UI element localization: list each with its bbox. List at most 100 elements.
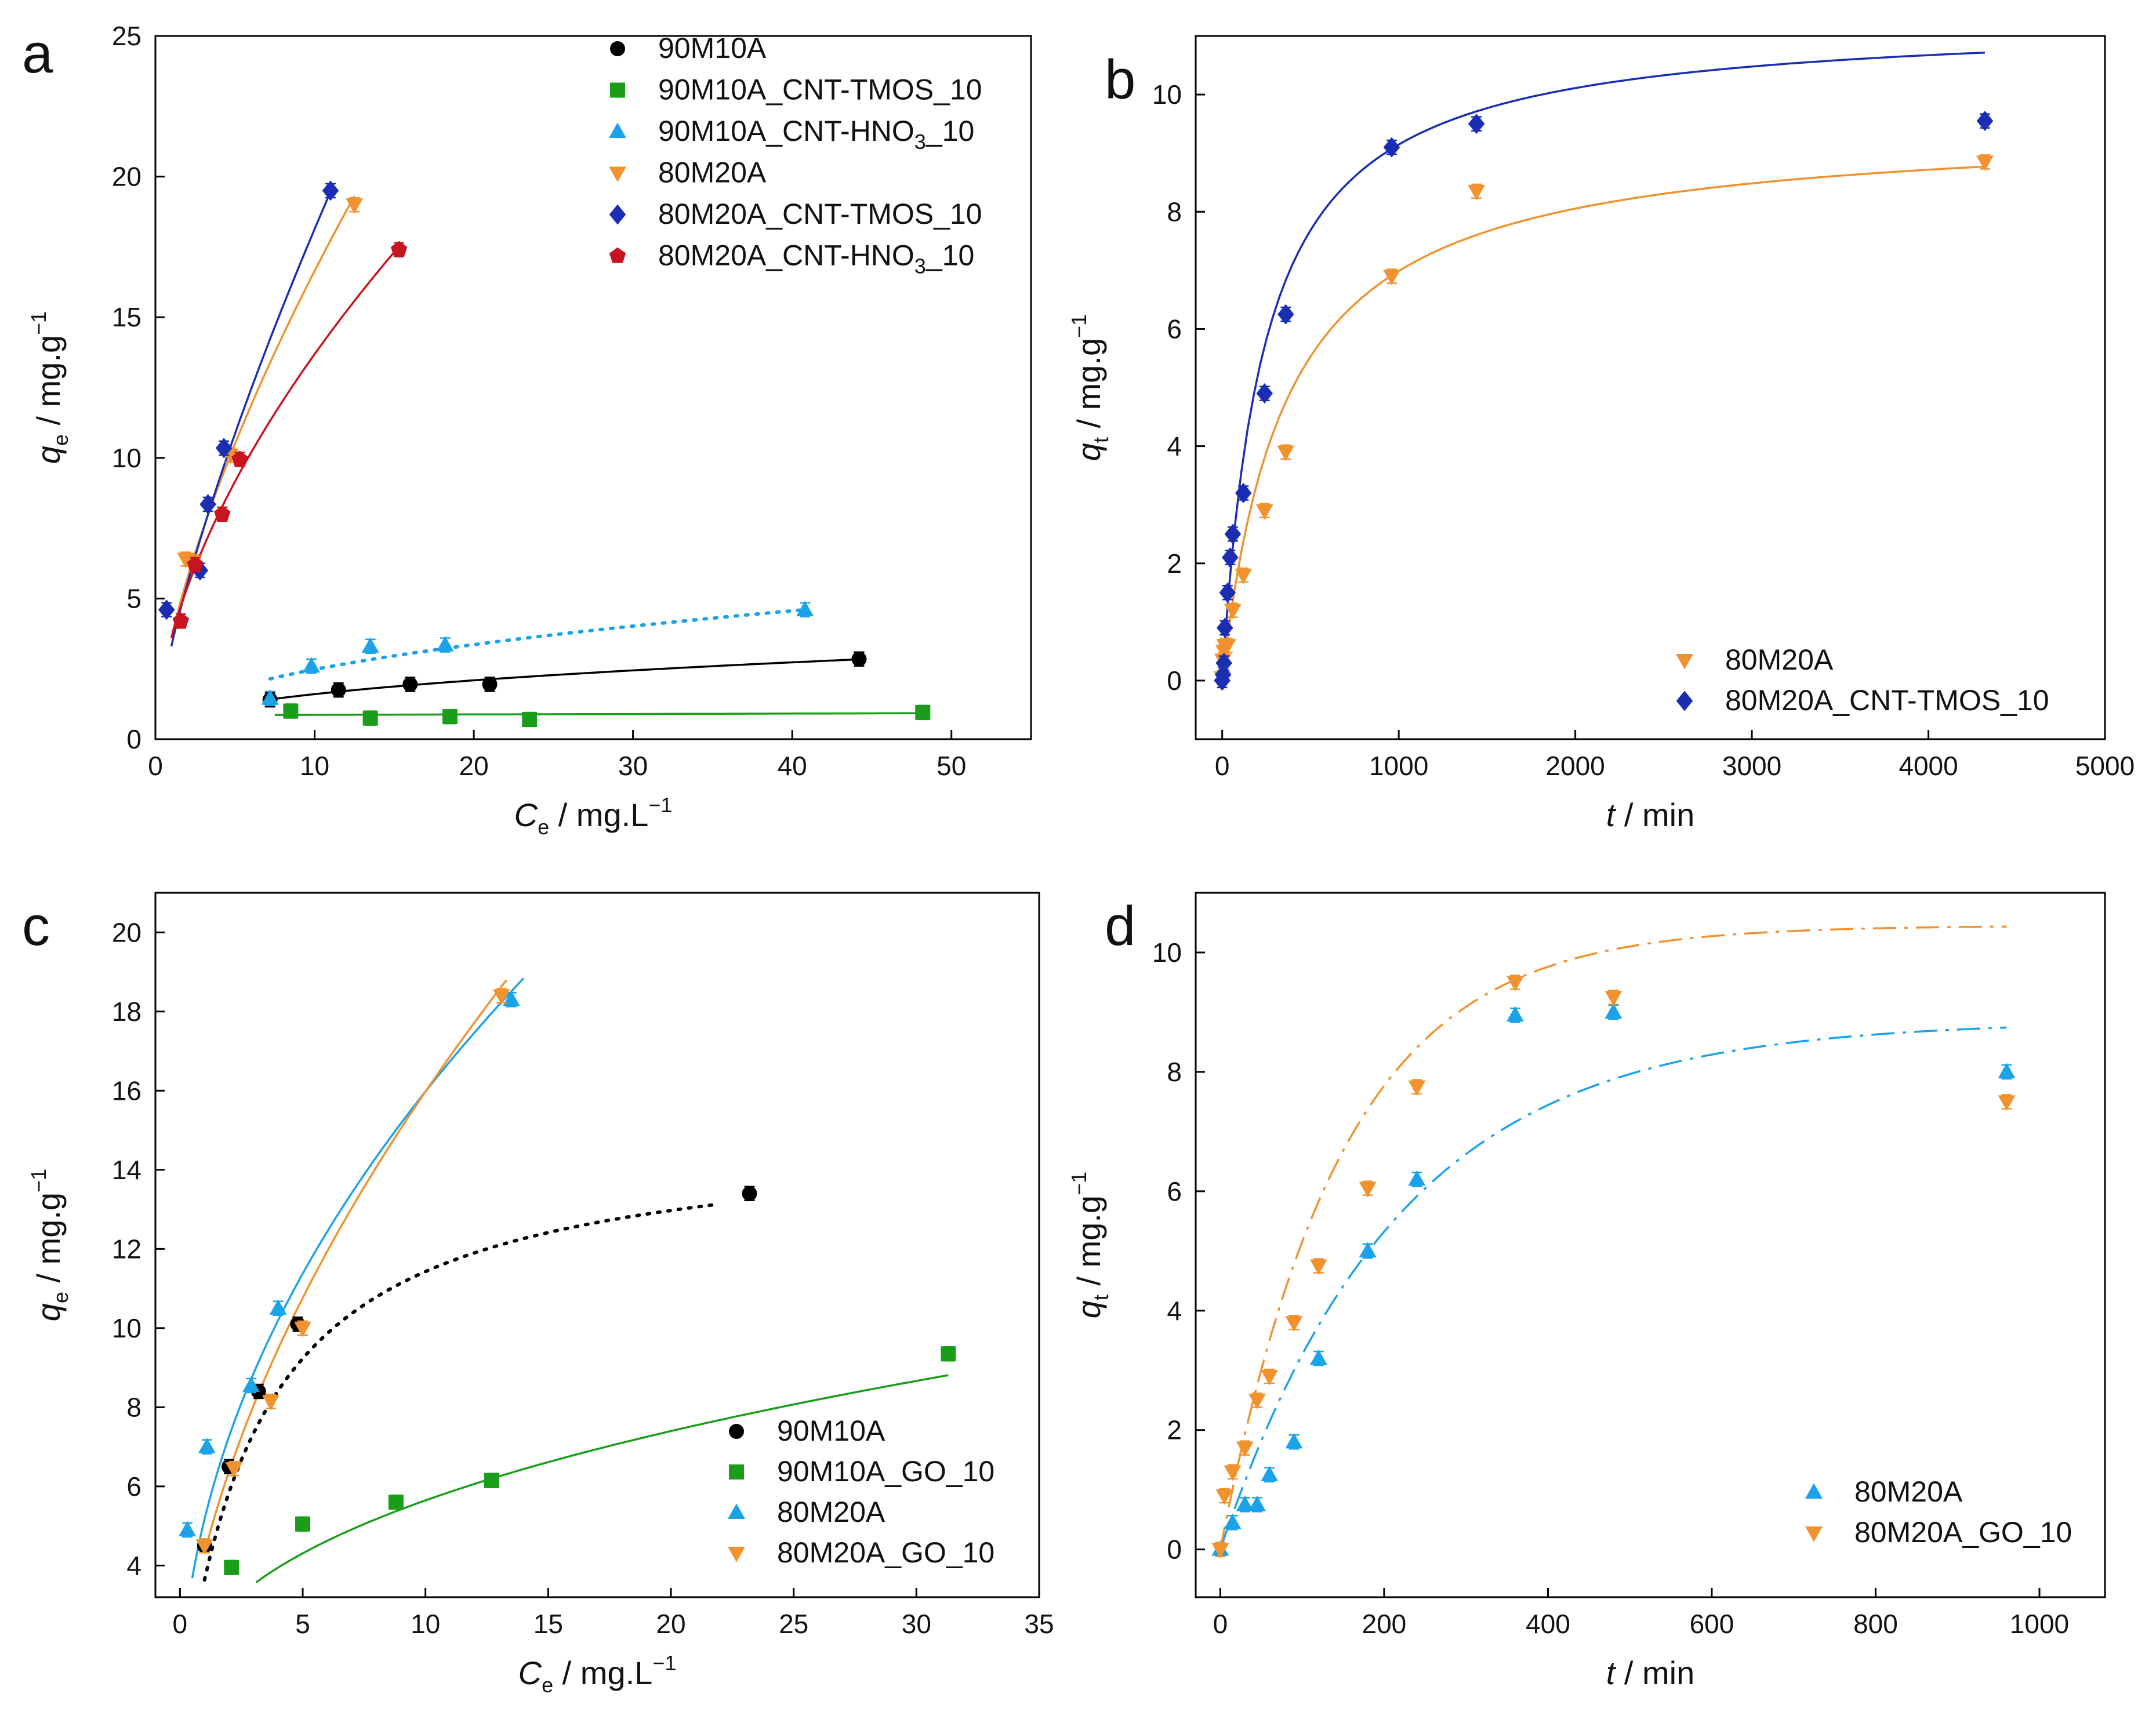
y-tick-label: 10 [1152, 937, 1182, 968]
legend-marker [1676, 690, 1693, 711]
data-point [1506, 1006, 1524, 1022]
x-tick-label: 3000 [1722, 751, 1781, 781]
x-tick-label: 4000 [1899, 751, 1958, 781]
legend-label-main: 80M20A_CNT-HNO [658, 239, 914, 272]
legend-label-main: 90M10A_CNT-HNO [658, 115, 914, 147]
legend-label: 80M20A_GO_10 [1854, 1516, 2072, 1548]
legend-label-tail: _10 [925, 239, 974, 272]
fit-curve [270, 658, 859, 701]
axis-unit-superscript: −1 [1067, 1172, 1091, 1195]
legend-marker [729, 1424, 744, 1439]
data-point [1216, 617, 1233, 638]
y-axis-title: qe / mg.g−1 [27, 1169, 72, 1321]
data-point [262, 1395, 280, 1411]
y-tick-label: 10 [1152, 79, 1182, 110]
axis-symbol: C [518, 1655, 542, 1691]
y-tick-label: 5 [126, 583, 141, 613]
x-tick-label: 5 [295, 1609, 310, 1639]
fit-curve [255, 1374, 949, 1583]
x-tick-label: 15 [533, 1609, 563, 1639]
x-tick-label: 2000 [1545, 751, 1605, 781]
axis-symbol: t [1606, 1655, 1617, 1691]
data-point [1998, 1095, 2016, 1111]
data-point [1215, 653, 1233, 674]
y-tick-label: 8 [126, 1392, 141, 1422]
plot-frame [1195, 35, 2106, 740]
data-point [1219, 582, 1236, 603]
data-point [915, 704, 931, 720]
y-tick-label: 4 [1167, 1296, 1182, 1326]
legend-label: 90M10A_CNT-HNO3_10 [658, 115, 974, 154]
axis-symbol: q [1070, 443, 1107, 461]
x-tick-label: 400 [1526, 1609, 1570, 1639]
data-point [242, 1376, 260, 1392]
y-tick-label: 4 [1167, 431, 1182, 461]
data-point [294, 1321, 311, 1337]
x-tick-label: 5000 [2075, 751, 2135, 781]
data-point [482, 677, 498, 692]
legend-label: 80M20A_CNT-TMOS_10 [1725, 684, 2049, 717]
data-point [198, 1438, 216, 1453]
legend-label: 80M20A [1854, 1475, 1963, 1508]
axis-symbol-subscript: e [542, 1673, 553, 1697]
x-tick-label: 0 [173, 1609, 188, 1639]
data-point [1976, 111, 1994, 132]
y-tick-label: 16 [112, 1075, 141, 1106]
y-tick-label: 8 [1167, 1057, 1182, 1087]
axis-symbol-subscript: e [49, 1292, 72, 1303]
axis-symbol-subscript: t [1089, 1295, 1113, 1300]
y-axis-title: qe / mg.g−1 [27, 311, 72, 464]
y-tick-label: 2 [1167, 548, 1182, 579]
legend-label-subscript: 3 [914, 255, 926, 278]
x-tick-label: 30 [618, 751, 648, 781]
data-point [187, 556, 204, 572]
data-point [1224, 1513, 1242, 1529]
x-tick-label: 1000 [1369, 751, 1428, 781]
data-point [224, 1560, 239, 1575]
axis-symbol: q [30, 1303, 67, 1321]
y-tick-label: 2 [1167, 1415, 1182, 1445]
fit-curve [268, 608, 807, 681]
data-point [1976, 155, 1994, 171]
x-axis-title: t / min [1606, 797, 1694, 833]
data-point [388, 1495, 404, 1510]
data-point [283, 703, 299, 719]
data-point [215, 438, 233, 459]
data-point [1277, 445, 1295, 461]
data-point [796, 601, 814, 616]
data-point [1224, 1465, 1242, 1481]
data-point [362, 710, 378, 726]
x-tick-label: 35 [1024, 1609, 1054, 1639]
data-point [261, 689, 279, 705]
x-tick-label: 30 [902, 1609, 931, 1639]
data-point [1222, 547, 1239, 568]
legend-label: 80M20A_GO_10 [777, 1536, 994, 1569]
x-tick-label: 600 [1690, 1609, 1734, 1639]
panel-letter: a [22, 23, 53, 85]
legend-label: 80M20A [658, 157, 767, 189]
legend-label-tail: _10 [925, 115, 974, 147]
data-point [1285, 1433, 1303, 1449]
plot-frame [1195, 892, 2106, 1598]
x-tick-label: 40 [778, 751, 807, 781]
legend-label: 80M20A [1725, 644, 1834, 676]
y-tick-label: 15 [112, 302, 141, 332]
x-tick-label: 0 [1215, 751, 1230, 781]
legend-marker [728, 1503, 745, 1520]
data-point [1408, 1170, 1426, 1186]
axis-symbol: q [1070, 1300, 1107, 1318]
legend-label: 90M10A [658, 32, 767, 64]
data-point [1255, 504, 1273, 520]
legend-marker [609, 204, 626, 225]
data-point [1248, 1495, 1266, 1511]
data-point [390, 241, 408, 257]
axis-unit: / min [1615, 797, 1694, 833]
axis-symbol-subscript: e [49, 434, 72, 446]
y-axis-title: qt / mg.g−1 [1067, 314, 1113, 461]
data-point [1506, 976, 1524, 992]
data-point [742, 1186, 757, 1201]
axis-unit: / mg.g [30, 1193, 67, 1292]
data-point [484, 1473, 499, 1488]
